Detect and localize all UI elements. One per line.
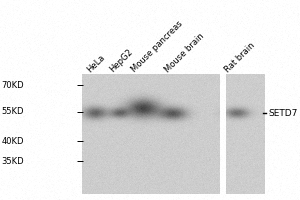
Text: 35KD: 35KD [2,156,24,166]
Text: 55KD: 55KD [2,108,24,116]
Text: HeLa: HeLa [85,53,106,74]
Text: Mouse pancreas: Mouse pancreas [130,19,185,74]
Text: HepG2: HepG2 [108,47,134,74]
Text: SETD7: SETD7 [269,108,298,117]
Text: 70KD: 70KD [2,81,24,90]
Text: Mouse brain: Mouse brain [163,31,206,74]
Text: 6.5: 6.5 [269,112,271,114]
Text: Rat brain: Rat brain [223,40,257,74]
Text: 40KD: 40KD [2,136,24,146]
